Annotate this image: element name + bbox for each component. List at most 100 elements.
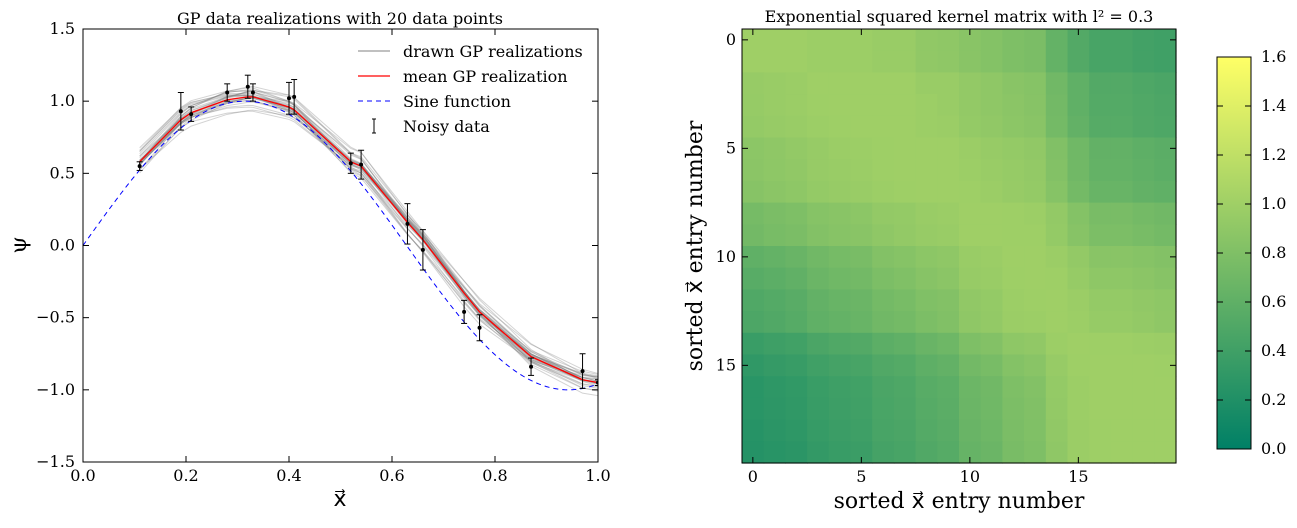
heatmap-cell [1132,332,1155,356]
colorbar-tick-label: 1.6 [1261,47,1286,66]
heatmap-cell [1089,94,1112,117]
heatmap-cell [763,332,786,356]
heatmap-y-axis-label: sorted x⃗ entry number [683,120,708,371]
heatmap-cell [1024,224,1047,247]
x-tick-label: 0.2 [173,466,198,485]
heatmap-cell [980,441,1003,464]
heatmap-cell [1002,397,1025,421]
heatmap-cell [807,311,830,334]
gp-realization-line [139,89,598,378]
heatmap-cell [1110,376,1134,399]
heatmap-cell [807,202,830,225]
heatmap-cell [742,72,765,95]
heatmap-cell [893,354,917,377]
gp-realization-line [139,92,598,384]
heatmap-cell [1089,376,1112,399]
heatmap-cell [1024,354,1047,377]
heatmap-cell [785,289,808,312]
heatmap-cell [807,159,830,182]
heatmap-cell [1110,311,1134,334]
heatmap-cell [1024,50,1047,73]
heatmap-cell [915,397,938,421]
heatmap-cell [893,180,917,204]
legend: drawn GP realizations mean GP realizatio… [358,42,583,136]
heatmap-cell [1089,72,1112,95]
heatmap-cell [893,94,917,117]
heatmap-cell [850,376,873,399]
data-marker [405,221,410,226]
heatmap-cell [959,180,982,204]
kernel-matrix-panel: Exponential squared kernel matrix with l… [683,7,1286,514]
heatmap-cell [785,72,808,95]
heatmap-cell [763,397,786,421]
data-marker [420,247,425,252]
heatmap-cell [959,397,982,421]
heatmap-cell [1132,419,1155,442]
heatmap-cell [937,311,960,334]
heatmap-cell [807,332,830,356]
heatmap-cell [1132,50,1155,73]
heatmap-cell [937,224,960,247]
heatmap-cell [872,441,895,464]
heatmap-cell [872,180,895,204]
heatmap-cell [893,159,917,182]
legend-data-label: Noisy data [403,117,490,136]
noisy-data-point [358,149,365,180]
heatmap-cell [850,72,873,95]
heatmap-cell [1002,202,1025,225]
heatmap-cell [1002,50,1025,73]
heatmap-cell [1089,29,1112,52]
heatmap-cell [915,94,938,117]
heatmap-cell [742,376,765,399]
data-marker [287,96,291,101]
heatmap-cell [915,311,938,334]
noisy-data-point [177,92,184,131]
noisy-data-point [291,79,298,115]
noisy-data-point [476,314,483,342]
heatmap-x-axis-label: sorted x⃗ entry number [834,489,1085,514]
gp-realization-line [139,98,598,385]
heatmap-cell [785,180,808,204]
heatmap-cell [915,246,938,269]
heatmap-cell [828,332,852,356]
heatmap-cell [1089,50,1112,73]
heatmap-cell [915,224,938,247]
heatmap-cell [1024,72,1047,95]
noisy-data-point [244,74,251,99]
heatmap-cell [959,115,982,139]
heatmap-cell [980,311,1003,334]
heatmap-cell [872,246,895,269]
heatmap-cell [1132,29,1155,52]
heatmap-cell [742,29,765,52]
heatmap-cell [850,115,873,139]
heatmap-cell [893,332,917,356]
heatmap-cell [872,72,895,95]
heatmap-cell [1002,419,1025,442]
heatmap-cell [959,202,982,225]
heatmap-cell [1110,419,1134,442]
heatmap-cell [893,267,917,290]
heatmap-cell [828,202,852,225]
heatmap-cell [872,50,895,73]
heatmap-cell [850,419,873,442]
heatmap-cell [763,311,786,334]
heatmap-cell [763,289,786,312]
heatmap-cell [959,137,982,160]
heatmap-cell [1110,246,1134,269]
heatmap-cell [1154,332,1177,356]
heatmap-cell [1154,202,1177,225]
heatmap-cell [915,159,938,182]
heatmap-cell [1154,354,1177,377]
heatmap-cell [915,72,938,95]
heatmap-cell [850,180,873,204]
gp-realization-line [139,101,598,375]
noisy-data-point [404,203,411,245]
heatmap-cell [893,419,917,442]
heatmap-cell [1045,180,1069,204]
heatmap-cell [959,332,982,356]
heatmap-cell [785,267,808,290]
heatmap-cell [807,180,830,204]
heatmap-cell [937,180,960,204]
x-tick-label: 0.8 [482,466,507,485]
heatmap-cell [1154,246,1177,269]
